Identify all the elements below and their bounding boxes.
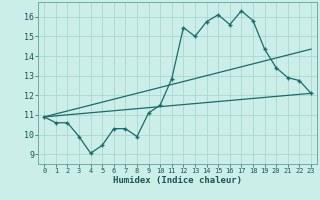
X-axis label: Humidex (Indice chaleur): Humidex (Indice chaleur)	[113, 176, 242, 185]
